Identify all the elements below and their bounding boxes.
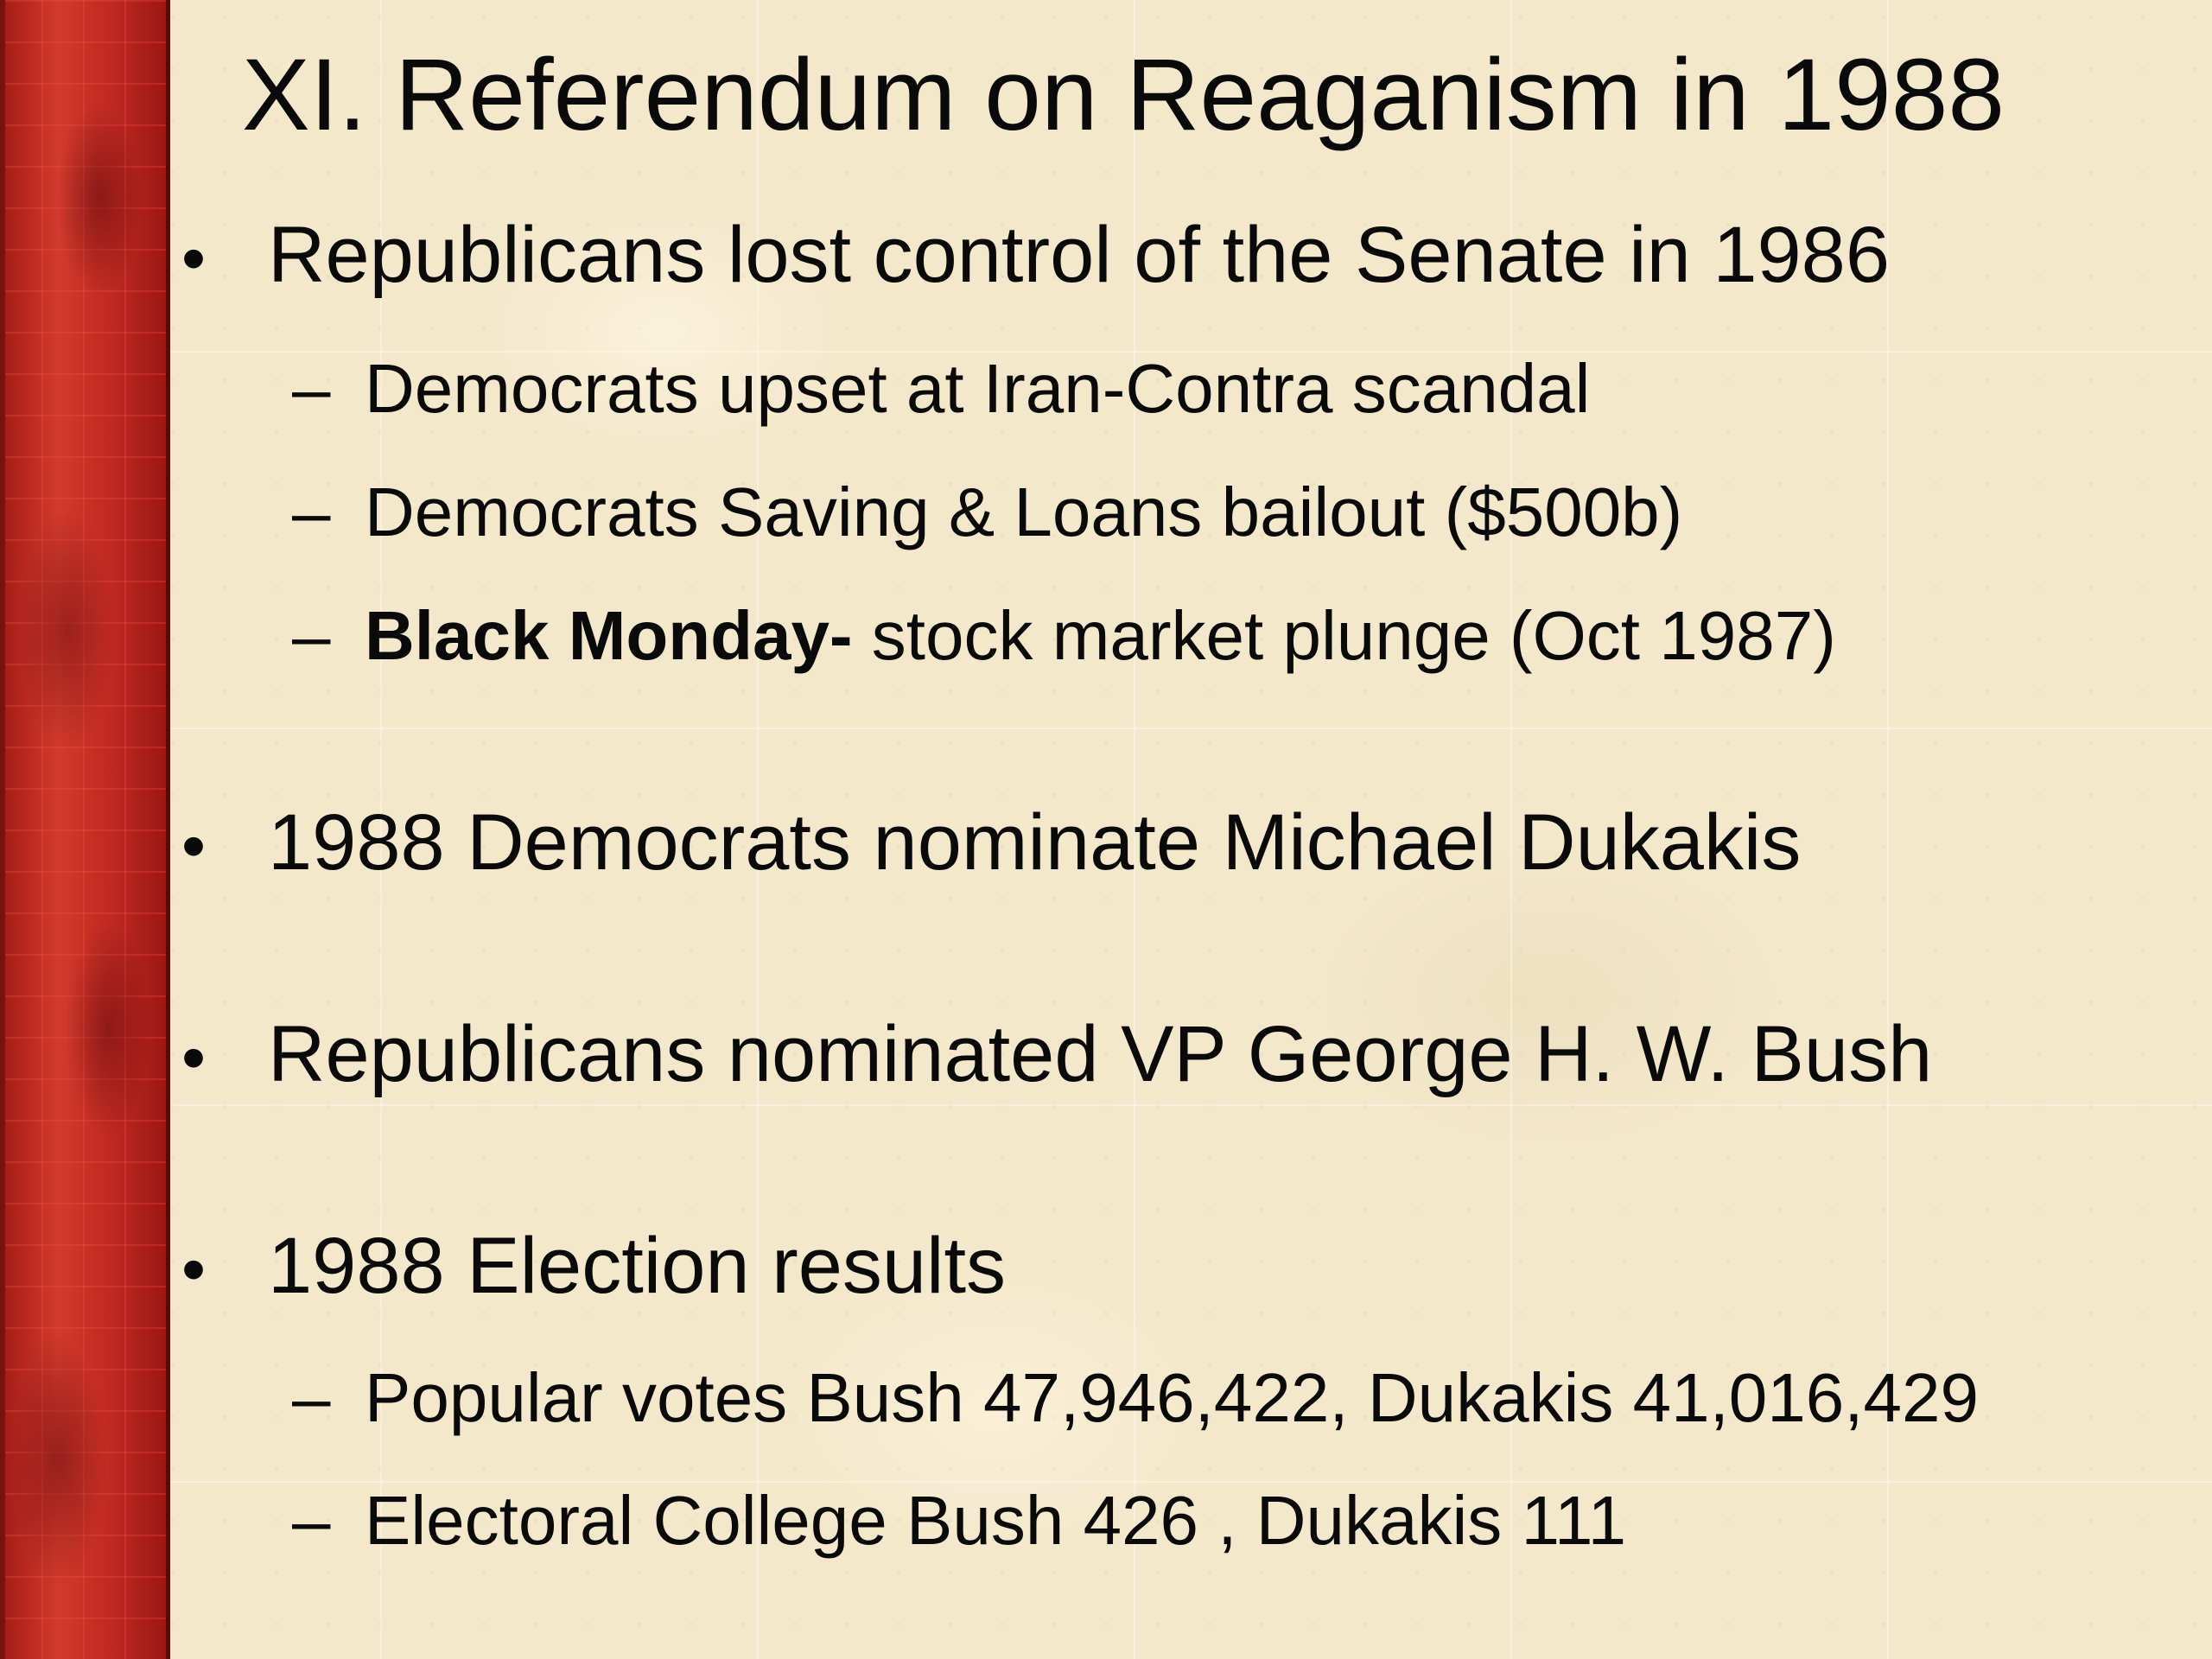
bullet-marker: • xyxy=(181,219,207,296)
sub-marker: – xyxy=(292,350,331,427)
bullet-bush: • Republicans nominated VP George H. W. B… xyxy=(181,1007,1932,1105)
subitem-savings-loans: – Democrats Saving & Loans bailout ($500b… xyxy=(292,469,1682,556)
sub-marker: – xyxy=(292,474,331,550)
decorative-side-bar xyxy=(0,0,170,1659)
bullet-election-results: • 1988 Election results xyxy=(181,1218,1006,1317)
bullet-text: Republicans lost control of the Senate i… xyxy=(268,211,1891,299)
subitem-bold-term: Black Monday- xyxy=(365,597,853,674)
bullet-senate: • Republicans lost control of the Senate … xyxy=(181,207,1890,306)
subitem-text: Democrats Saving & Loans bailout ($500b) xyxy=(365,474,1683,550)
bullet-text: 1988 Election results xyxy=(268,1222,1007,1310)
subitem-black-monday: – Black Monday- stock market plunge (Oct … xyxy=(292,593,1836,679)
sub-marker: – xyxy=(292,597,331,674)
bullet-marker: • xyxy=(181,807,207,884)
subitem-text: Democrats upset at Iran-Contra scandal xyxy=(365,350,1591,427)
slide-title: XI. Referendum on Reaganism in 1988 xyxy=(242,38,2005,152)
subitem-text: Electoral College Bush 426 , Dukakis 111 xyxy=(365,1482,1627,1559)
sub-marker: – xyxy=(292,1482,331,1559)
subitem-iran-contra: – Democrats upset at Iran-Contra scandal xyxy=(292,346,1590,432)
bullet-marker: • xyxy=(181,1019,207,1096)
sub-marker: – xyxy=(292,1359,331,1436)
subitem-electoral-college: – Electoral College Bush 426 , Dukakis 11… xyxy=(292,1478,1626,1564)
subitem-text: stock market plunge (Oct 1987) xyxy=(852,597,1836,674)
bullet-dukakis: • 1988 Democrats nominate Michael Dukakis xyxy=(181,795,1801,893)
subitem-text: Popular votes Bush 47,946,422, Dukakis 4… xyxy=(365,1359,1979,1436)
subitem-popular-votes: – Popular votes Bush 47,946,422, Dukakis … xyxy=(292,1355,1979,1441)
bullet-text: 1988 Democrats nominate Michael Dukakis xyxy=(268,798,1802,887)
bullet-marker: • xyxy=(181,1230,207,1307)
bullet-text: Republicans nominated VP George H. W. Bu… xyxy=(268,1010,1933,1098)
